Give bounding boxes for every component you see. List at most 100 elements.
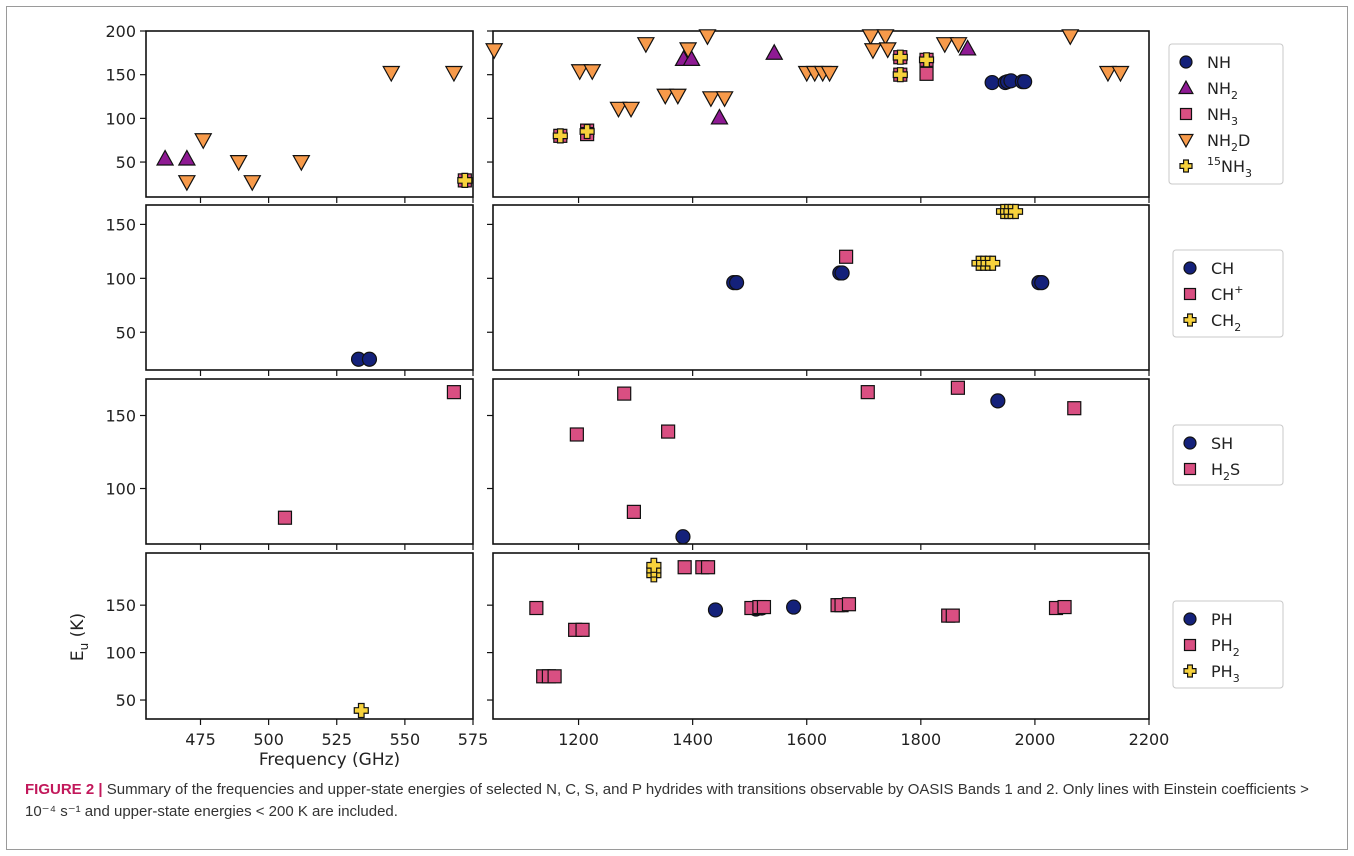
point-NH2D — [177, 175, 196, 192]
legend-marker-4-2 — [1183, 638, 1197, 652]
panel-3-ytick-label: 150 — [105, 407, 136, 426]
panel-4-ytick-label: 50 — [116, 691, 136, 710]
point-NH2D — [861, 29, 880, 46]
panel-3-left-frame — [145, 378, 474, 545]
point-NH2 — [710, 108, 729, 125]
panel-1-ytick-label: 50 — [116, 153, 136, 172]
point-CH+ — [838, 249, 854, 264]
figure-frame: 50 100 150 200 NH NH2 NH3 NH2D 15NH3 50 100 150 CH CH… — [6, 6, 1348, 850]
point-NH2D — [570, 64, 589, 81]
point-NH2D — [609, 101, 628, 119]
legend-marker-2-2 — [1183, 287, 1197, 301]
point-H2S — [626, 504, 641, 519]
x-axis-label: Frequency (GHz) — [259, 750, 400, 770]
legend-marker-1-3 — [1179, 107, 1193, 121]
legend-entry-1-4: NH2D — [1207, 131, 1250, 154]
panel-4-right-frame — [492, 552, 1150, 720]
legend-entry-3-1: SH — [1211, 434, 1233, 453]
point-NH2D — [229, 155, 248, 172]
point-PH2 — [547, 669, 562, 684]
point-PH — [707, 602, 724, 618]
point-NH2D — [1061, 29, 1080, 46]
point-NH2D — [876, 29, 895, 46]
point-PH2 — [677, 560, 692, 575]
point-NH2D — [715, 91, 734, 108]
point-NH2 — [958, 39, 977, 56]
panel-4-ytick-label: 100 — [105, 644, 136, 663]
point-H2S — [617, 386, 632, 401]
point-PH2 — [945, 608, 960, 623]
legend-marker-1-1 — [1179, 55, 1193, 69]
legend-entry-3-2: H2S — [1211, 460, 1240, 483]
point-NH2D — [1111, 65, 1130, 83]
legend-entry-4-1: PH — [1211, 610, 1233, 629]
left-xtick-label: 500 — [253, 730, 284, 749]
point-CH — [728, 275, 745, 291]
legend-entry-1-3: NH3 — [1207, 105, 1238, 128]
panel-2-left-frame — [145, 204, 474, 371]
legend-marker-1-2 — [1178, 79, 1194, 95]
point-CH2 — [985, 255, 1001, 271]
point-NH2D — [1098, 65, 1117, 83]
legend-entry-4-2: PH2 — [1211, 636, 1240, 659]
right-xtick-label: 1200 — [558, 730, 599, 749]
caption-label: FIGURE 2 | — [25, 781, 103, 798]
legend-box-2 — [1172, 249, 1284, 338]
point-PH2 — [700, 560, 716, 575]
legend-entry-1-2: NH2 — [1207, 79, 1238, 102]
point-NH2D — [949, 37, 968, 54]
point-PH2 — [529, 600, 544, 616]
point-15NH3 — [892, 49, 908, 65]
legend-marker-1-5 — [1179, 159, 1193, 173]
right-xtick-label: 1800 — [900, 730, 941, 749]
left-xtick-label: 550 — [390, 730, 421, 749]
point-NH2 — [682, 49, 701, 66]
point-CH — [834, 265, 850, 281]
point-H2S — [860, 385, 875, 400]
point-CH — [361, 351, 378, 367]
panel-1-ytick-label: 100 — [105, 109, 136, 128]
point-PH2 — [1057, 599, 1072, 615]
point-H2S — [661, 424, 676, 439]
panel-2-ytick-label: 50 — [116, 323, 136, 342]
point-NH2D — [701, 91, 720, 108]
point-CH2 — [1007, 203, 1024, 220]
point-NH2D — [583, 64, 602, 81]
point-15NH3 — [892, 67, 908, 83]
point-15NH3 — [918, 52, 935, 68]
panel-4-left-frame — [145, 552, 474, 720]
legend-entry-2-3: CH2 — [1211, 311, 1241, 334]
point-NH2D — [444, 65, 463, 83]
point-NH3 — [919, 66, 934, 81]
right-xtick-label: 1600 — [786, 730, 827, 749]
point-PH — [786, 599, 802, 615]
legend-marker-2-1 — [1183, 261, 1197, 275]
point-NH2D — [668, 88, 687, 105]
panel-3-right-frame — [492, 378, 1150, 545]
legend-box-3 — [1172, 424, 1284, 486]
point-NH2D — [292, 155, 311, 172]
point-NH2D — [935, 37, 954, 54]
point-NH2D — [863, 43, 882, 60]
legend-marker-4-1 — [1183, 612, 1197, 626]
point-15NH3 — [457, 172, 473, 188]
panel-1-right-frame — [492, 30, 1150, 198]
legend-marker-1-4 — [1178, 133, 1194, 149]
point-NH2D — [820, 65, 839, 83]
panel-1-left-frame — [145, 30, 474, 198]
point-CH — [1034, 275, 1050, 291]
point-NH2D — [382, 65, 401, 83]
point-NH2D — [485, 43, 504, 60]
point-NH2D — [621, 101, 641, 119]
left-xtick-label: 525 — [321, 730, 352, 749]
right-xtick-label: 2000 — [1015, 730, 1056, 749]
right-xtick-label: 1400 — [672, 730, 713, 749]
legend-entry-2-2: CH+ — [1211, 283, 1243, 304]
point-H2S — [1067, 401, 1082, 416]
point-PH3 — [353, 702, 369, 719]
point-H2S — [950, 380, 966, 395]
panel-2-right-frame — [492, 204, 1150, 371]
legend-marker-3-1 — [1183, 436, 1197, 450]
legend-box-4 — [1172, 600, 1284, 689]
